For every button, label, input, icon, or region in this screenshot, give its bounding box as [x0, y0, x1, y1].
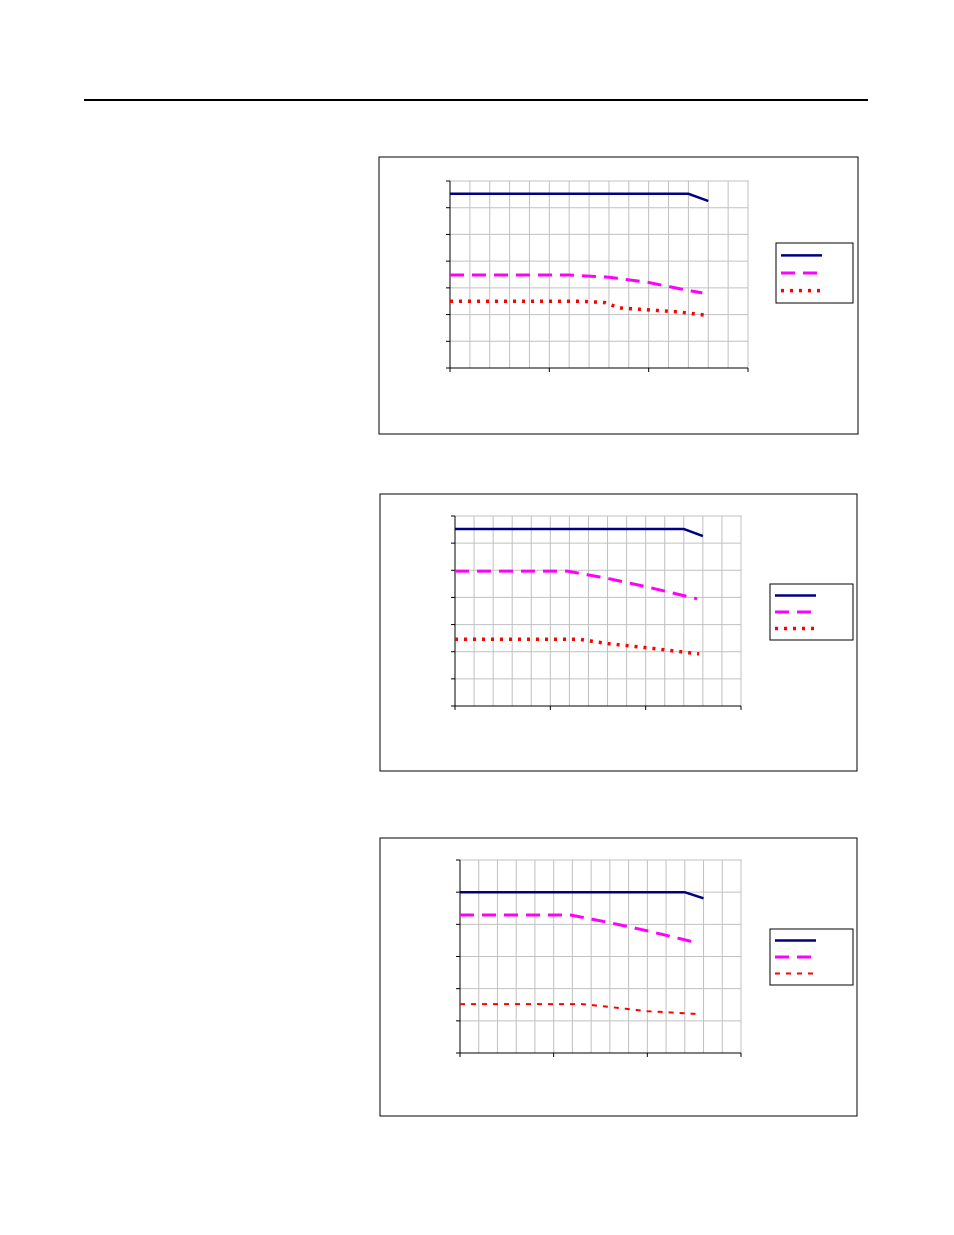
plot-area [454, 515, 742, 707]
data-line [450, 192, 709, 203]
data-line [460, 1003, 700, 1016]
data-line [455, 527, 704, 538]
data-line [455, 569, 698, 601]
data-line [460, 913, 699, 945]
data-line [460, 890, 704, 900]
data-line [450, 273, 703, 295]
data-line [450, 299, 705, 317]
data-line [455, 637, 700, 656]
